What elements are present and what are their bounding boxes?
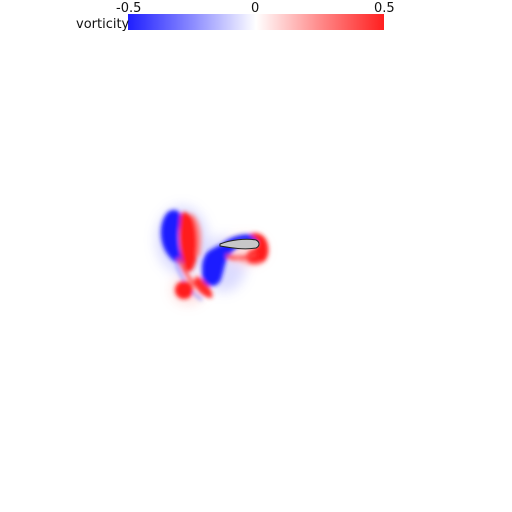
shear-layer-red (226, 252, 256, 261)
shear-layer-light (235, 257, 263, 266)
vorticity-colorbar (128, 14, 384, 30)
vortex-structures (160, 210, 269, 301)
colorbar-title: vorticity (76, 17, 130, 32)
colorbar-max-label: 0.5 (374, 1, 395, 16)
colorbar-mid-label: 0 (251, 1, 260, 16)
solid-body (219, 238, 260, 250)
vortex-red-wedge (194, 276, 213, 298)
vortex-red-lower-left (175, 281, 193, 299)
vortex-light-red-edge (190, 212, 202, 256)
vortex-blue-blob (202, 262, 222, 286)
vortex-red-upper-left (179, 212, 199, 272)
colorbar-min-label: -0.5 (116, 1, 142, 16)
vortex-blue-upper-left (160, 210, 184, 264)
